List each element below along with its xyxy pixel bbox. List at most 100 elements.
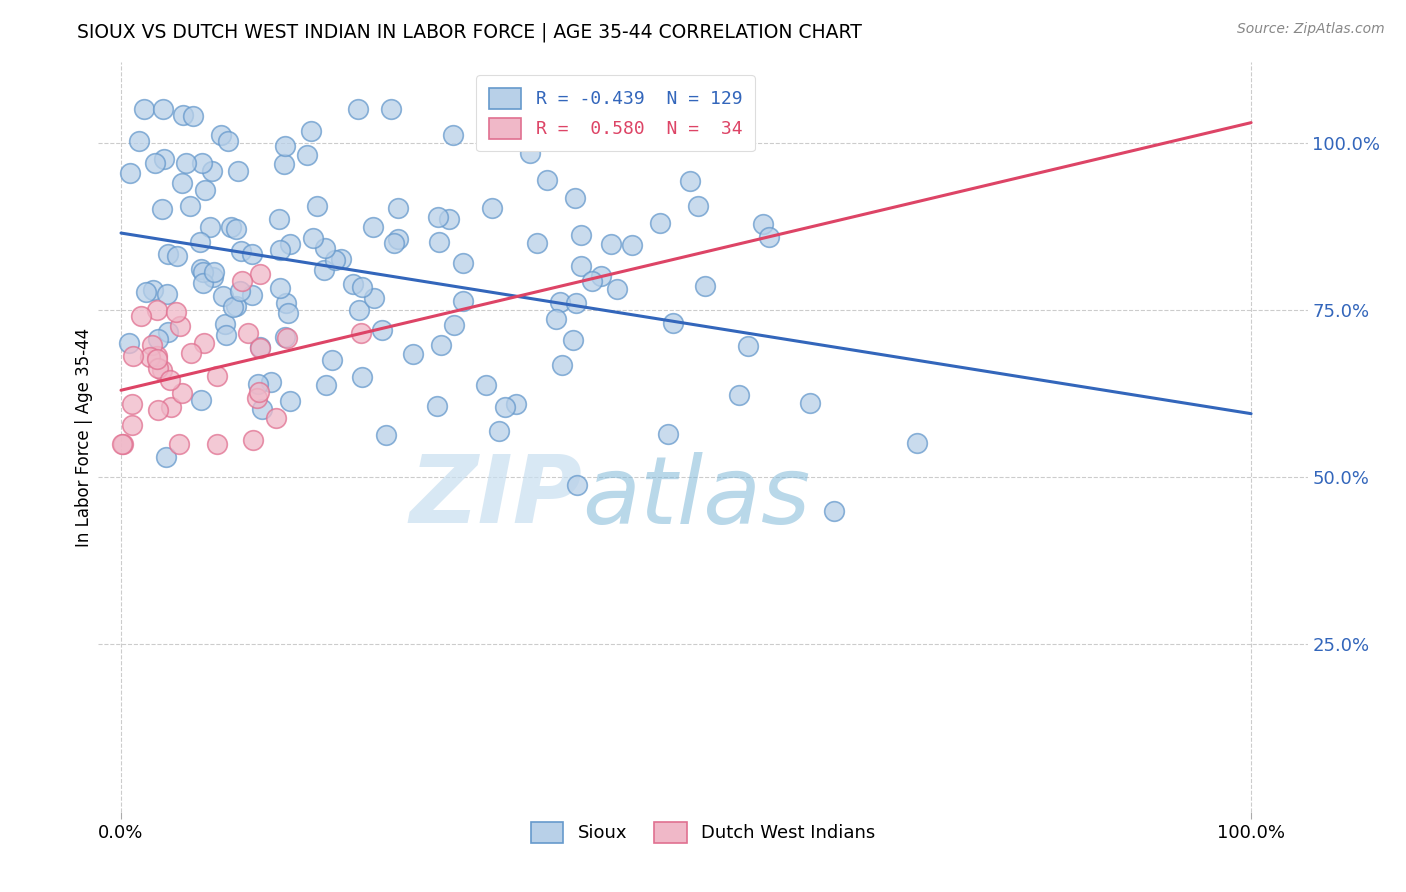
Point bbox=[546, 312, 568, 326]
Point bbox=[215, 328, 238, 343]
Point bbox=[167, 436, 190, 450]
Point bbox=[121, 397, 143, 411]
Point bbox=[737, 339, 759, 353]
Point bbox=[620, 238, 643, 252]
Point bbox=[191, 265, 214, 279]
Point bbox=[551, 358, 574, 372]
Point bbox=[170, 177, 193, 191]
Point bbox=[426, 399, 449, 413]
Point bbox=[565, 478, 588, 492]
Point bbox=[569, 228, 592, 243]
Point bbox=[330, 252, 353, 266]
Point bbox=[146, 352, 169, 367]
Point bbox=[202, 265, 225, 279]
Point bbox=[209, 128, 232, 143]
Point bbox=[264, 410, 287, 425]
Point bbox=[591, 269, 613, 284]
Point bbox=[361, 220, 384, 235]
Text: SIOUX VS DUTCH WEST INDIAN IN LABOR FORCE | AGE 35-44 CORRELATION CHART: SIOUX VS DUTCH WEST INDIAN IN LABOR FORC… bbox=[77, 22, 862, 42]
Point bbox=[146, 349, 169, 363]
Point bbox=[150, 363, 173, 377]
Point bbox=[165, 305, 187, 319]
Point bbox=[120, 166, 142, 180]
Point bbox=[201, 269, 224, 284]
Point bbox=[246, 391, 269, 405]
Point bbox=[371, 323, 394, 337]
Point bbox=[260, 376, 283, 390]
Point bbox=[581, 274, 603, 288]
Point bbox=[550, 295, 572, 310]
Point bbox=[190, 261, 212, 276]
Point bbox=[679, 173, 702, 187]
Point bbox=[179, 199, 201, 213]
Point bbox=[488, 425, 510, 439]
Point bbox=[225, 221, 247, 235]
Point bbox=[160, 401, 183, 415]
Point bbox=[481, 201, 503, 215]
Point bbox=[145, 303, 167, 318]
Point bbox=[152, 102, 174, 116]
Point bbox=[240, 287, 263, 301]
Point bbox=[249, 267, 271, 281]
Point bbox=[166, 249, 188, 263]
Point bbox=[475, 378, 498, 392]
Point bbox=[138, 350, 160, 364]
Point bbox=[148, 403, 170, 417]
Point bbox=[242, 246, 264, 260]
Point bbox=[526, 235, 548, 250]
Point bbox=[295, 148, 318, 162]
Point bbox=[169, 318, 191, 333]
Point bbox=[274, 329, 297, 343]
Point bbox=[111, 436, 134, 450]
Point bbox=[134, 102, 156, 116]
Point bbox=[252, 401, 274, 416]
Point bbox=[350, 326, 373, 341]
Point bbox=[273, 156, 295, 170]
Point bbox=[347, 102, 370, 116]
Text: atlas: atlas bbox=[582, 451, 810, 542]
Point bbox=[219, 219, 242, 234]
Point bbox=[562, 333, 585, 347]
Point bbox=[276, 330, 298, 344]
Point bbox=[342, 277, 364, 291]
Point bbox=[269, 280, 291, 294]
Point bbox=[226, 164, 249, 178]
Point bbox=[606, 282, 628, 296]
Point bbox=[565, 296, 588, 310]
Point bbox=[427, 235, 450, 250]
Point bbox=[172, 108, 194, 122]
Point bbox=[217, 135, 239, 149]
Point bbox=[191, 155, 214, 169]
Point bbox=[363, 291, 385, 305]
Point bbox=[181, 109, 204, 123]
Point bbox=[229, 284, 252, 298]
Point bbox=[174, 156, 197, 170]
Point bbox=[193, 336, 215, 351]
Point bbox=[155, 450, 177, 465]
Point bbox=[302, 231, 325, 245]
Point bbox=[212, 288, 235, 302]
Point bbox=[905, 436, 928, 450]
Point bbox=[662, 317, 685, 331]
Point bbox=[648, 216, 671, 230]
Point bbox=[314, 262, 336, 277]
Point bbox=[246, 376, 269, 391]
Point bbox=[278, 393, 301, 408]
Point bbox=[564, 191, 586, 205]
Point bbox=[657, 427, 679, 442]
Point bbox=[519, 146, 541, 161]
Point bbox=[494, 401, 516, 415]
Point bbox=[402, 347, 425, 361]
Point bbox=[156, 287, 179, 301]
Point bbox=[111, 436, 134, 450]
Point bbox=[799, 396, 821, 410]
Point bbox=[382, 236, 405, 251]
Point bbox=[752, 217, 775, 231]
Point bbox=[599, 237, 621, 252]
Point bbox=[727, 388, 749, 402]
Point bbox=[172, 385, 194, 400]
Point bbox=[347, 303, 370, 318]
Point bbox=[439, 211, 461, 226]
Point bbox=[221, 300, 243, 314]
Point bbox=[157, 247, 180, 261]
